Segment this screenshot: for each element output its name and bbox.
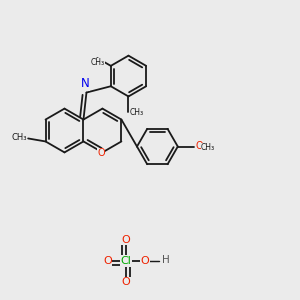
Text: H: H	[162, 255, 170, 266]
Text: CH₃: CH₃	[11, 133, 27, 142]
Text: O: O	[122, 278, 130, 287]
Text: N: N	[81, 77, 89, 90]
Text: O: O	[97, 148, 105, 158]
Text: CH₃: CH₃	[130, 108, 144, 117]
Text: Cl: Cl	[121, 256, 131, 266]
Text: O: O	[103, 256, 112, 266]
Text: CH₃: CH₃	[90, 58, 104, 67]
Text: O: O	[140, 256, 149, 266]
Text: CH₃: CH₃	[201, 143, 215, 152]
Text: O: O	[196, 141, 203, 151]
Text: O: O	[122, 235, 130, 244]
